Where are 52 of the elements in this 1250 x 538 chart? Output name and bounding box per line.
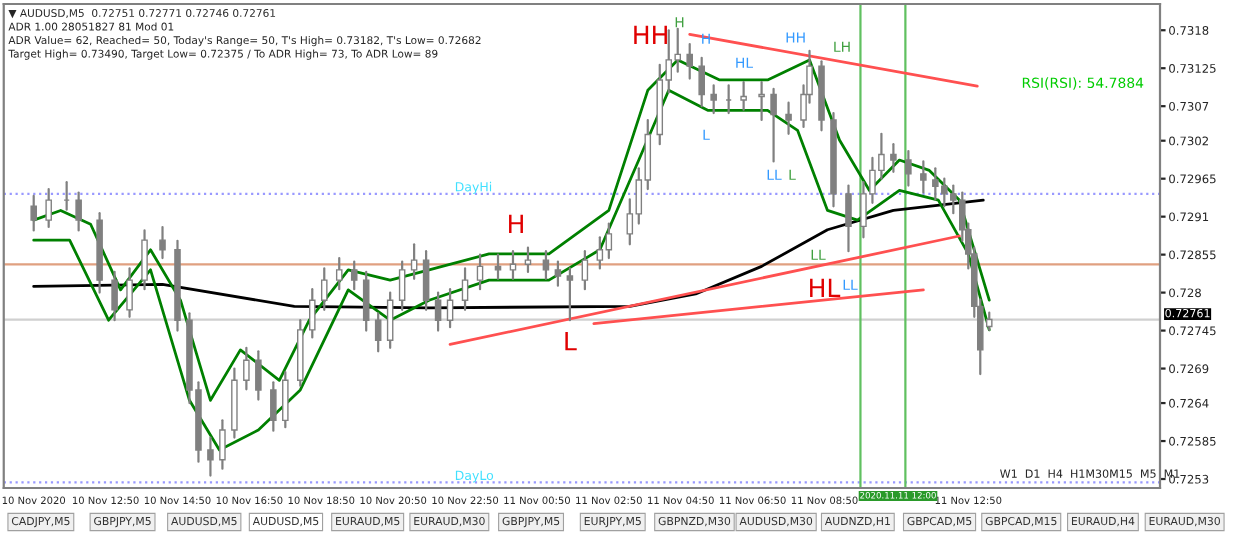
candlestick <box>30 194 37 232</box>
candlestick <box>476 253 484 291</box>
candlestick <box>111 270 118 322</box>
candlestick <box>386 291 394 349</box>
candlestick <box>270 381 277 432</box>
candlestick <box>308 288 316 339</box>
candlestick <box>207 436 214 477</box>
candlestick <box>219 419 226 470</box>
candlestick <box>335 256 343 291</box>
line-series <box>32 198 985 310</box>
candlestick <box>320 267 328 311</box>
candlestick <box>45 187 52 229</box>
candlestick <box>566 267 574 322</box>
candlestick <box>509 250 517 280</box>
candlestick <box>461 267 469 311</box>
candlestick <box>75 191 82 232</box>
candlestick <box>905 149 912 187</box>
candlestick <box>141 229 148 291</box>
candlestick <box>434 291 442 332</box>
candlestick <box>410 243 418 280</box>
candlestick <box>740 80 747 111</box>
candlestick <box>159 225 166 260</box>
candlestick <box>770 87 777 163</box>
candlestick <box>710 84 717 115</box>
candlestick <box>446 288 454 329</box>
annotation: H <box>509 214 523 233</box>
candlestick <box>350 260 358 291</box>
candlestick <box>398 260 406 311</box>
candlestick <box>126 267 133 318</box>
candlestick <box>920 160 927 194</box>
candlestick <box>686 42 693 80</box>
annotation: L <box>565 332 577 351</box>
candlestick <box>494 253 502 280</box>
candlestick <box>243 346 250 391</box>
candlestick <box>255 350 262 401</box>
candlestick <box>605 222 613 260</box>
candlestick <box>282 370 289 429</box>
candlestick <box>785 101 792 135</box>
candlestick <box>698 56 705 108</box>
candlestick <box>845 184 852 253</box>
annotation: HL <box>810 278 841 297</box>
candlestick <box>374 312 382 353</box>
candlestick <box>554 260 562 287</box>
candlestick <box>542 250 550 280</box>
candlestick <box>524 246 532 273</box>
candlestick <box>362 270 370 332</box>
candlestick <box>758 80 765 122</box>
candlestick <box>596 236 604 270</box>
candlestick <box>422 250 430 311</box>
candlestick <box>581 250 589 291</box>
annotation: HH <box>634 25 667 45</box>
candlestick <box>890 143 897 173</box>
